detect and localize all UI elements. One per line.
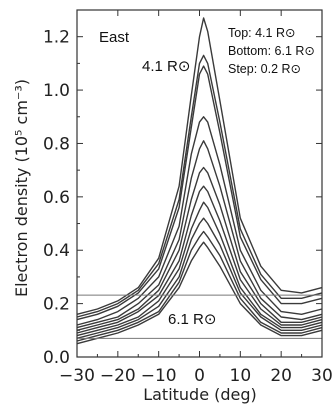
- series-line-11: [76, 241, 323, 345]
- region-label: East: [99, 29, 130, 46]
- x-tick-label: −30: [59, 366, 95, 386]
- series-line-6: [76, 166, 323, 331]
- y-tick-label: 0.2: [43, 295, 70, 315]
- step-annotation: Step: 0.2 R⊙: [228, 62, 301, 76]
- y-tick-label: 0.8: [43, 134, 70, 154]
- y-tick-label: 0.6: [43, 188, 70, 208]
- series-line-7: [76, 185, 323, 334]
- series-line-3: [76, 65, 323, 321]
- y-tick-label: 1.0: [43, 81, 70, 101]
- x-tick-label: 20: [270, 366, 292, 386]
- x-tick-label: 30: [311, 366, 333, 386]
- series-lines: [76, 17, 323, 345]
- reference-lines: [77, 294, 322, 339]
- x-tick-label: 0: [194, 366, 205, 386]
- series-line-5: [76, 140, 323, 329]
- y-axis-title: Electron density (10⁵ cm⁻³): [12, 79, 31, 297]
- bottom-curve-label: 6.1 R⊙: [168, 311, 216, 328]
- axis-ticks: −30 −20 −10 0 10 20 30 0.0 0.2 0.4 0.6 0.8 1.0 1.2: [43, 9, 333, 386]
- x-tick-label: −10: [141, 366, 177, 386]
- x-tick-label: −20: [100, 366, 136, 386]
- y-tick-label: 0.4: [43, 241, 70, 261]
- top-annotation: Top: 4.1 R⊙: [228, 26, 295, 40]
- top-curve-label: 4.1 R⊙: [142, 58, 190, 75]
- y-tick-label: 1.2: [43, 28, 70, 48]
- series-line-9: [76, 217, 323, 339]
- y-tick-label: 0.0: [43, 348, 70, 368]
- series-line-1: [76, 17, 323, 315]
- series-line-8: [76, 201, 323, 337]
- x-axis-title: Latitude (deg): [143, 385, 257, 404]
- series-line-2: [76, 54, 323, 318]
- series-line-10: [76, 230, 323, 342]
- bottom-annotation: Bottom: 6.1 R⊙: [228, 44, 315, 58]
- series-line-4: [76, 116, 323, 326]
- x-tick-label: 10: [230, 366, 252, 386]
